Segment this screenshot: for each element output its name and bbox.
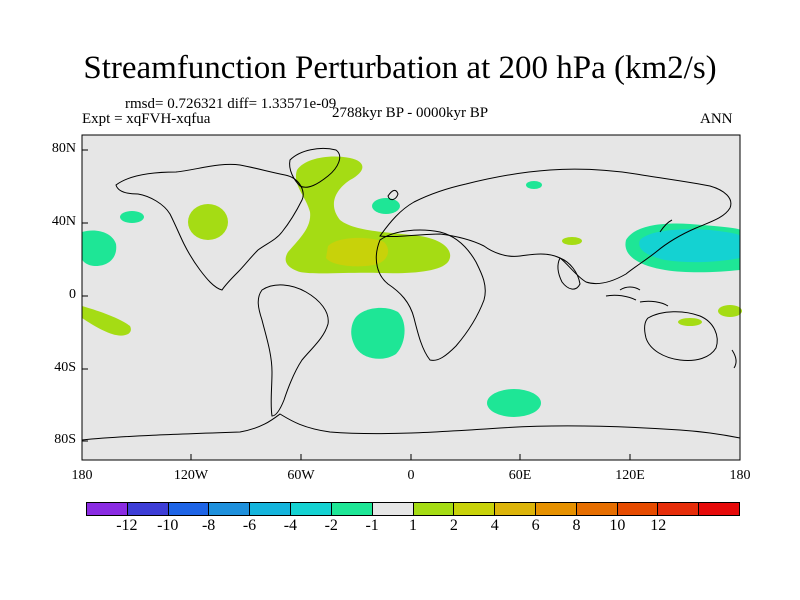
- y-tick-label: 40S: [54, 360, 76, 375]
- colorbar-label: 12: [650, 517, 667, 534]
- coast-greenland: [289, 147, 341, 188]
- europe-negative-region: [372, 198, 400, 214]
- coast-new-zealand: [731, 349, 737, 369]
- sepacific-positive-region: [82, 306, 131, 336]
- satlantic-negative-region: [351, 307, 405, 359]
- colorbar-label: 6: [531, 517, 540, 534]
- colorbar-label: -6: [242, 517, 257, 534]
- x-tick-label: 180: [71, 468, 93, 483]
- y-tick-label: 40N: [51, 214, 76, 229]
- coast-south-america: [257, 284, 329, 417]
- y-tick-label: 80N: [51, 141, 76, 156]
- colorbar-box: [617, 503, 659, 515]
- colorbar-box: [331, 503, 373, 515]
- alaska-negative-region: [120, 211, 144, 223]
- epacific-negative-region: [82, 230, 117, 266]
- colorbar-label: 10: [609, 517, 626, 534]
- fareast-positive-region: [718, 305, 742, 317]
- x-tick-label: 120E: [615, 468, 645, 483]
- colorbar-box: [127, 503, 169, 515]
- colorbar-box: [658, 503, 700, 515]
- coast-north-america: [115, 163, 304, 291]
- coast-africa: [375, 229, 486, 361]
- y-tick-label: 0: [69, 287, 76, 302]
- season-text: ANN: [700, 111, 733, 127]
- x-tick-label: 0: [407, 468, 415, 483]
- colorbar-label: 2: [449, 517, 458, 534]
- coast-british-isles: [387, 189, 399, 201]
- coastlines: [81, 147, 741, 441]
- colorbar-box: [209, 503, 251, 515]
- coast-japan: [659, 219, 673, 233]
- wpacific-negative-core: [639, 229, 740, 263]
- coast-australia: [644, 311, 718, 361]
- x-tick-label: 60E: [508, 468, 532, 483]
- colorbar-box: [250, 503, 292, 515]
- atlantic-positive-core: [326, 237, 389, 267]
- coast-eurasia: [379, 168, 732, 285]
- colorbar-box: [87, 503, 128, 515]
- colorbar-box: [291, 503, 332, 515]
- stats-text: rmsd= 0.726321 diff= 1.33571e-09: [125, 96, 337, 112]
- southern-ocean-negative-region: [487, 389, 541, 417]
- chart-title: Streamfunction Perturbation at 200 hPa (…: [83, 50, 717, 86]
- colorbar-label: 1: [409, 517, 417, 534]
- namerica-positive-region: [188, 204, 228, 240]
- australia-positive-region: [678, 318, 702, 326]
- colorbar-label: 8: [572, 517, 581, 534]
- axis-ticks: [82, 149, 631, 460]
- colorbar-label: -4: [283, 517, 298, 534]
- colorbar-box: [699, 503, 739, 515]
- colorbar-box: [372, 503, 414, 515]
- colorbar-box: [495, 503, 536, 515]
- colorbar-label: -10: [157, 517, 179, 534]
- colorbar-box: [576, 503, 618, 515]
- y-tick-label: 80S: [54, 432, 76, 447]
- coast-indonesia: [605, 286, 669, 307]
- colorbar-box: [454, 503, 496, 515]
- colorbar-label: -1: [365, 517, 379, 534]
- colorbar-box: [535, 503, 577, 515]
- x-tick-label: 60W: [287, 468, 315, 483]
- colorbar-box: [168, 503, 210, 515]
- blacksea-negative-region: [526, 181, 542, 189]
- x-tick-label: 120W: [173, 468, 209, 483]
- period-text: 2788kyr BP - 0000kyr BP: [331, 105, 489, 121]
- atlantic-positive-region: [285, 156, 451, 274]
- mideast-positive-region: [562, 237, 582, 245]
- colorbar-label: -2: [324, 517, 338, 534]
- contour-regions: [82, 156, 742, 417]
- colorbar-label: -12: [116, 517, 138, 534]
- colorbar-box: [413, 503, 455, 515]
- colorbar-label: -8: [201, 517, 216, 534]
- coast-india: [557, 257, 581, 290]
- coast-antarctica: [81, 413, 741, 441]
- colorbar: [86, 502, 740, 516]
- plot-area: [82, 135, 740, 460]
- experiment-text: Expt = xqFVH-xqfua: [82, 111, 211, 127]
- colorbar-label: 4: [490, 517, 499, 534]
- x-tick-label: 180: [729, 468, 751, 483]
